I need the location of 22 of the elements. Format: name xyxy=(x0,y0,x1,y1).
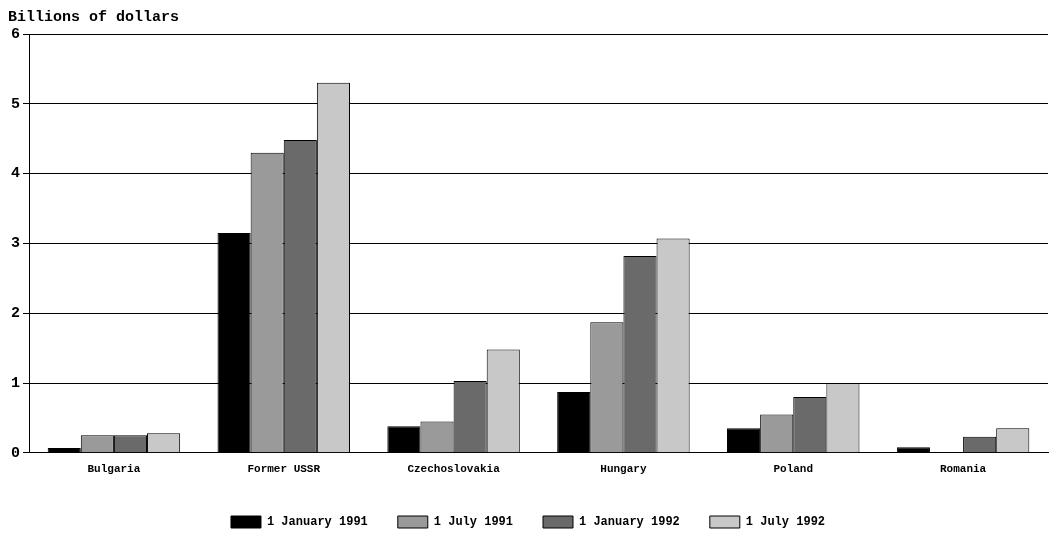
x-tick-label: Czechoslovakia xyxy=(407,463,501,476)
y-tick-label: 4 xyxy=(10,165,20,183)
bar xyxy=(387,426,421,453)
x-tick-label: Hungary xyxy=(600,463,647,476)
legend-label: 1 July 1991 xyxy=(433,515,514,530)
x-tick-label: Romania xyxy=(939,463,987,476)
legend-label: 1 January 1991 xyxy=(266,515,368,530)
y-tick-label: 5 xyxy=(10,95,20,113)
legend-label: 1 July 1992 xyxy=(745,515,826,530)
x-tick-label: Former USSR xyxy=(247,463,321,476)
y-tick-label: 3 xyxy=(10,235,20,253)
legend-label: 1 January 1992 xyxy=(579,515,680,530)
bar xyxy=(896,447,930,453)
bar xyxy=(557,392,591,453)
y-tick-label: 2 xyxy=(10,304,20,322)
y-axis-title: Billions of dollars xyxy=(8,8,180,26)
bar xyxy=(727,428,761,453)
x-tick-label: Poland xyxy=(773,463,814,476)
y-tick-label: 6 xyxy=(10,25,20,43)
y-tick-label: 0 xyxy=(10,444,20,462)
x-tick-label: Bulgaria xyxy=(87,463,141,476)
y-tick-label: 1 xyxy=(10,374,20,392)
